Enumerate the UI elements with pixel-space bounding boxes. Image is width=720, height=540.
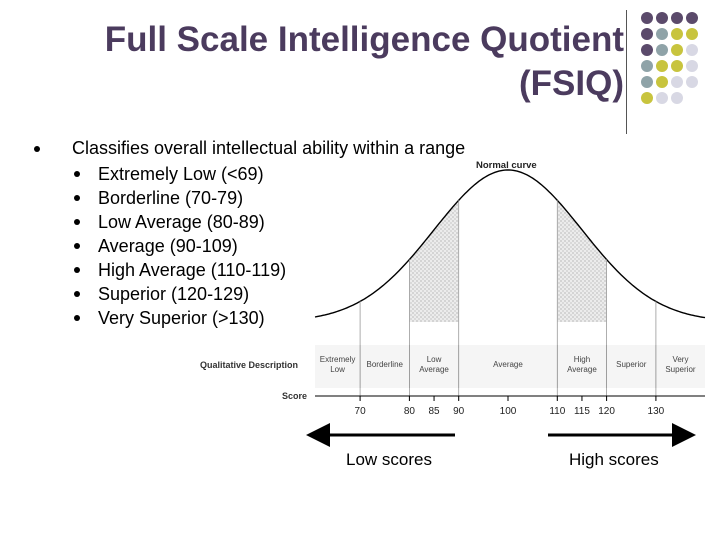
score-tick-label: 80 [404,406,416,417]
description-band [315,345,705,388]
title-line-2: (FSIQ) [519,64,624,103]
bullet-icon [74,195,80,201]
decor-dot [656,76,668,88]
category-label: Average [493,360,523,369]
bullet-icon [74,291,80,297]
decor-dot [671,92,683,104]
main-bullet-text: Classifies overall intellectual ability … [72,138,466,158]
bullet-icon [74,171,80,177]
bullet-icon [74,219,80,225]
curve-title: Normal curve [476,160,537,171]
score-tick-label: 70 [355,406,367,417]
bullet-icon [74,243,80,249]
slide-title: Full Scale Intelligence Quotient (FSIQ) [24,18,624,106]
decor-dot [641,76,653,88]
category-label: Borderline [367,360,404,369]
decor-dot [686,76,698,88]
category-label: Very [672,355,688,364]
list-item: Extremely Low (<69) [72,162,286,186]
decor-dot [641,92,653,104]
title-line-1: Full Scale Intelligence Quotient [104,20,624,59]
score-tick-label: 85 [428,406,440,417]
decor-dot [671,28,683,40]
decor-dot [656,12,668,24]
score-tick-label: 100 [500,406,517,417]
decor-dot [671,12,683,24]
score-tick-label: 115 [574,406,590,417]
decor-dot [686,60,698,72]
list-item: Borderline (70-79) [72,186,286,210]
category-label: High [574,355,590,364]
shaded-region [409,200,459,322]
bullet-icon [74,267,80,273]
category-label: Low [330,365,345,374]
score-tick-label: 130 [648,406,665,417]
list-item: Average (90-109) [72,234,286,258]
description-row-label: Qualitative Description [200,360,298,370]
score-tick-label: 110 [549,406,565,417]
list-item: Very Superior (>130) [72,306,286,330]
score-tick-label: 120 [598,406,615,417]
high-scores-label: High scores [569,450,659,469]
decor-dot [656,60,668,72]
category-label: Superior [665,365,696,374]
decor-dot [641,28,653,40]
decor-dot [656,44,668,56]
title-divider [626,10,627,134]
iq-range-list: Extremely Low (<69) Borderline (70-79) L… [72,162,286,330]
decor-dot [686,28,698,40]
decor-dot [671,44,683,56]
decor-dot [641,60,653,72]
category-label: Low [427,355,442,364]
category-label: Extremely [320,355,356,364]
list-item: Superior (120-129) [72,282,286,306]
decor-dot [686,44,698,56]
decor-dot [671,76,683,88]
category-label: Average [567,365,597,374]
decor-dot [641,44,653,56]
category-label: Superior [616,360,647,369]
list-item: Low Average (80-89) [72,210,286,234]
decorative-dot-grid [641,12,698,104]
score-tick-label: 90 [453,406,465,417]
decor-dot [641,12,653,24]
score-row-label: Score [282,391,307,401]
decor-dot [686,12,698,24]
normal-curve [314,169,706,319]
figure-layer: Normal curveExtremelyLowBorderlineLowAve… [200,160,706,447]
decor-dot [656,92,668,104]
decor-dot [656,28,668,40]
low-scores-label: Low scores [346,450,432,469]
list-item: High Average (110-119) [72,258,286,282]
category-label: Average [419,365,449,374]
bullet-icon [74,315,80,321]
decor-dot [671,60,683,72]
shaded-region [557,200,607,322]
